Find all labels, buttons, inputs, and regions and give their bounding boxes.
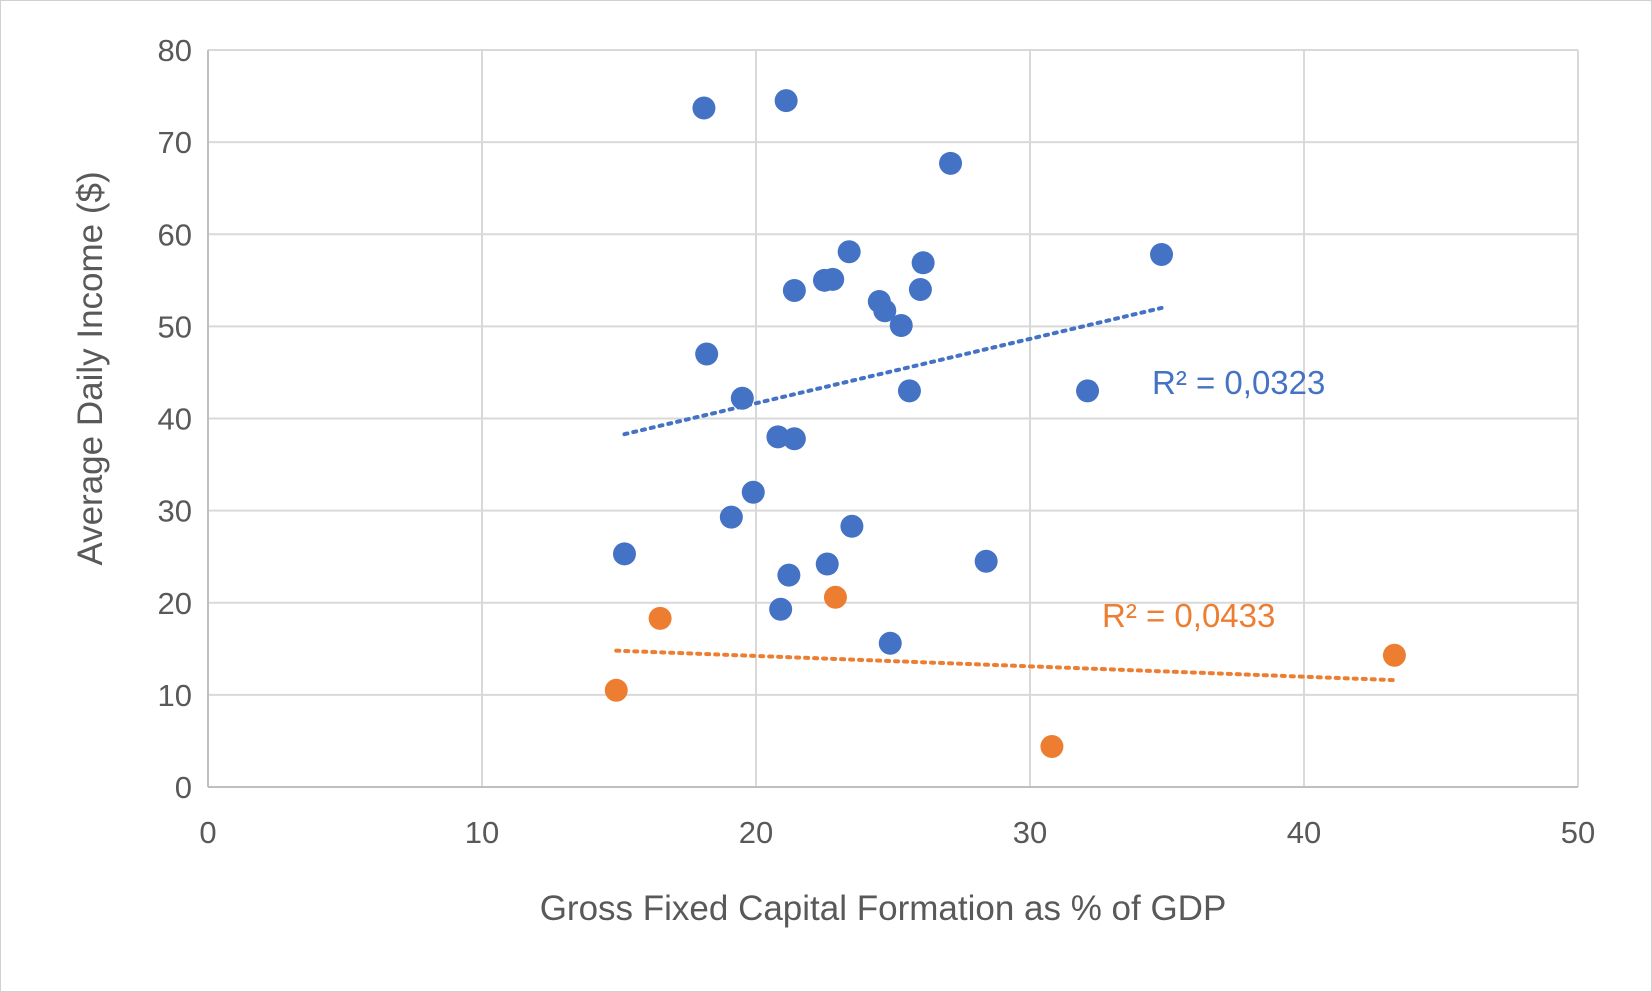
data-point <box>1076 379 1100 403</box>
data-point <box>813 268 836 292</box>
data-point <box>782 278 806 302</box>
data-point <box>911 251 935 275</box>
y-tick-label: 70 <box>158 125 192 160</box>
data-point <box>741 480 765 504</box>
data-point <box>1040 734 1064 758</box>
gridlines <box>208 49 1579 787</box>
data-points <box>604 89 1406 758</box>
data-point <box>840 514 864 538</box>
trendline <box>622 305 1164 437</box>
data-point <box>815 552 839 576</box>
x-tick-label: 10 <box>465 815 499 850</box>
data-point <box>769 597 793 621</box>
data-point <box>974 549 998 573</box>
data-point <box>908 278 932 302</box>
y-tick-label: 40 <box>158 402 192 437</box>
x-tick-label: 0 <box>199 815 216 850</box>
x-tick-label: 50 <box>1561 815 1595 850</box>
y-axis-title: Average Daily Income ($) <box>71 171 110 565</box>
x-axis-title: Gross Fixed Capital Formation as % of GD… <box>540 889 1227 928</box>
x-tick-label: 20 <box>739 815 773 850</box>
x-tick-label: 30 <box>1013 815 1047 850</box>
data-point <box>837 240 861 264</box>
data-point <box>648 606 672 630</box>
axes: 0 10 20 30 40 50 60 70 80 0 10 20 30 40 50 <box>158 33 1596 850</box>
data-point <box>692 96 716 120</box>
y-tick-label: 30 <box>158 494 192 529</box>
r-squared-label-orange: R² = 0,0433 <box>1102 597 1275 634</box>
data-point <box>774 89 798 113</box>
r-squared-label-blue: R² = 0,0323 <box>1152 364 1325 401</box>
data-point <box>823 585 847 609</box>
y-tick-label: 60 <box>158 217 192 252</box>
labels: Gross Fixed Capital Formation as % of GD… <box>71 171 1325 928</box>
data-point <box>719 505 743 529</box>
data-point <box>1150 243 1174 267</box>
data-point <box>1382 643 1406 667</box>
y-tick-label: 20 <box>158 586 192 621</box>
x-tick-label: 40 <box>1287 815 1321 850</box>
data-point <box>730 386 754 410</box>
y-tick-label: 80 <box>158 33 192 68</box>
data-point <box>878 631 902 655</box>
y-tick-label: 50 <box>158 309 192 344</box>
data-point <box>604 678 628 702</box>
trendlines <box>614 305 1397 683</box>
data-point <box>939 151 963 175</box>
data-point <box>612 542 636 566</box>
data-point <box>777 563 801 587</box>
trendline <box>614 648 1397 683</box>
data-point <box>897 379 921 403</box>
data-point <box>873 299 897 323</box>
data-point <box>889 313 913 337</box>
y-tick-label: 10 <box>158 678 192 713</box>
data-point <box>695 342 719 366</box>
data-point <box>782 427 806 451</box>
y-tick-label: 0 <box>175 770 192 805</box>
